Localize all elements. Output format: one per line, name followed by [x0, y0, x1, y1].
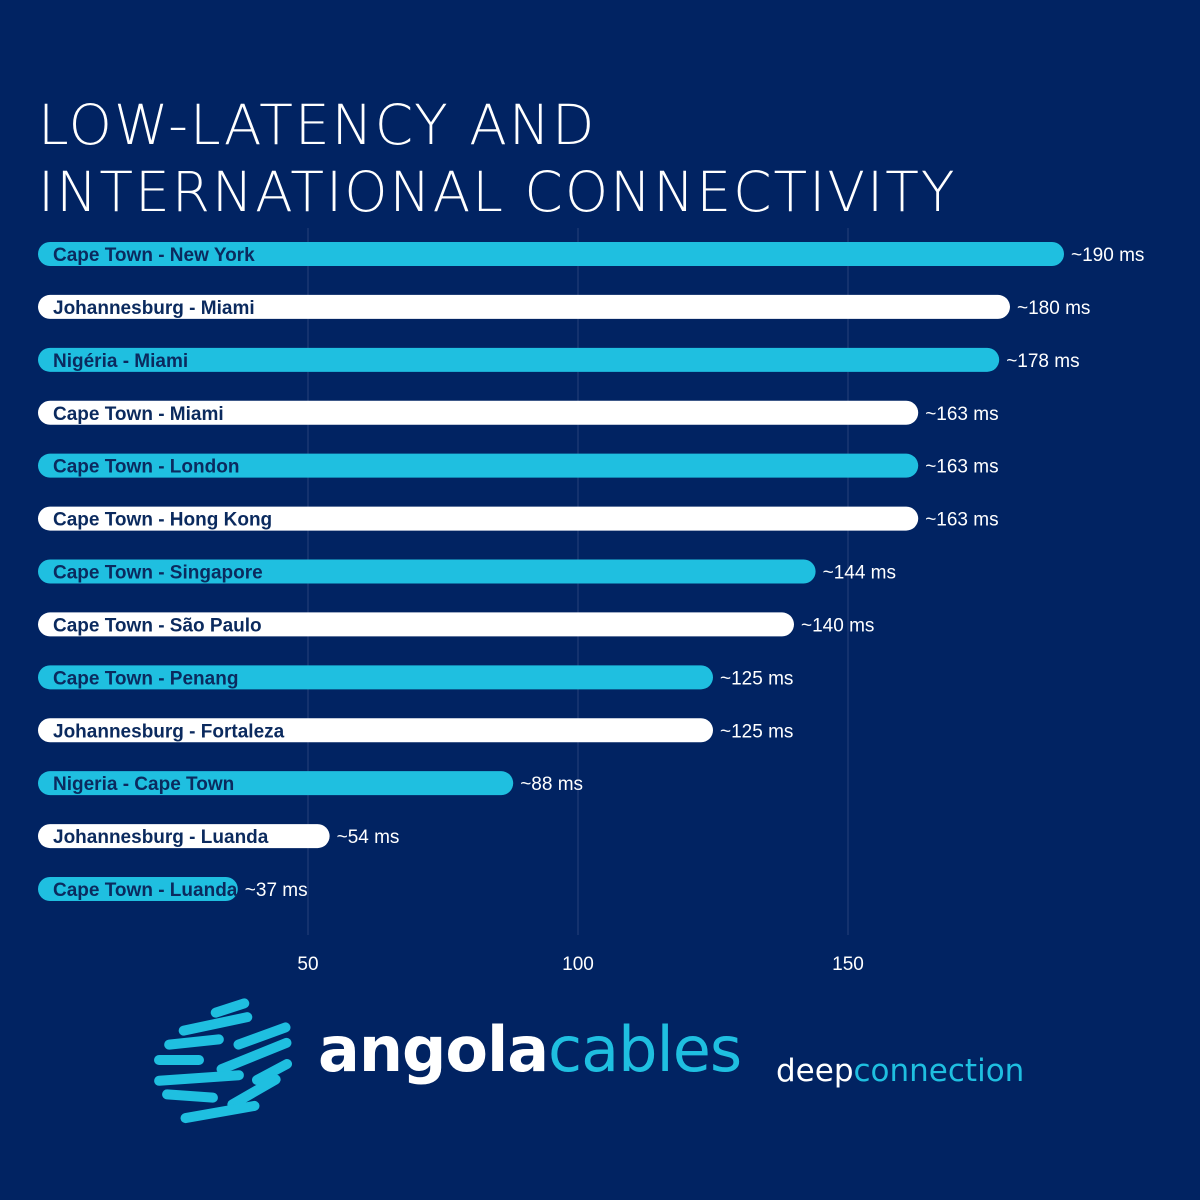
bar-9 [38, 718, 713, 743]
bar-category-label-3: Cape Town - Miami [53, 404, 224, 425]
x-tick-label-100: 100 [562, 954, 594, 975]
brand-word-angola: angola [318, 1013, 549, 1086]
bar-10 [38, 771, 514, 796]
bar-7 [38, 612, 794, 637]
brand-word-cables: cables [548, 1013, 742, 1086]
bar-value-label-4: ~163 ms [925, 457, 998, 478]
x-tick-label-50: 50 [297, 954, 318, 975]
tagline: deepconnection [776, 1053, 1024, 1089]
chart-title-line-2: INTERNATIONAL CONNECTIVITY [38, 160, 957, 224]
bar-11 [38, 824, 330, 849]
bar-category-label-4: Cape Town - London [53, 457, 239, 478]
chart-x-ticks: 50 100 150 [297, 954, 863, 975]
latency-bar-chart: Cape Town - New York ~190 ms Johannesburg … [38, 228, 1144, 975]
x-tick-label-150: 150 [832, 954, 864, 975]
bar-value-label-9: ~125 ms [720, 721, 793, 742]
bar-6 [38, 559, 816, 584]
bar-value-label-2: ~178 ms [1006, 351, 1079, 372]
tagline-deep: deep [776, 1053, 854, 1089]
bar-12 [38, 877, 238, 901]
bar-value-label-8: ~125 ms [720, 668, 793, 689]
bar-value-label-10: ~88 ms [520, 774, 583, 795]
bar-category-label-2: Nigéria - Miami [53, 351, 188, 372]
bar-value-label-11: ~54 ms [337, 827, 400, 848]
bar-category-label-8: Cape Town - Penang [53, 668, 238, 689]
angola-cables-logo: angolacables [150, 995, 742, 1130]
bar-value-label-6: ~144 ms [823, 563, 896, 584]
bar-category-label-9: Johannesburg - Fortaleza [53, 721, 285, 742]
bar-value-label-7: ~140 ms [801, 615, 874, 636]
bar-category-label-5: Cape Town - Hong Kong [53, 510, 272, 531]
bar-value-label-5: ~163 ms [925, 510, 998, 531]
chart-bars: Cape Town - New York ~190 ms Johannesburg … [38, 242, 1144, 901]
brand-wordmark: angolacables [318, 1013, 742, 1086]
bar-5 [38, 506, 919, 531]
bar-category-label-11: Johannesburg - Luanda [53, 827, 269, 848]
bar-category-label-0: Cape Town - New York [53, 245, 255, 266]
bar-value-label-0: ~190 ms [1071, 245, 1144, 266]
tagline-connection: connection [853, 1053, 1025, 1089]
bar-category-label-7: Cape Town - São Paulo [53, 615, 262, 636]
bar-category-label-12: Cape Town - Luanda [53, 880, 238, 901]
bar-8 [38, 665, 713, 690]
bar-0 [38, 242, 1064, 266]
bar-3 [38, 400, 919, 425]
globe-icon [154, 998, 293, 1124]
bar-1 [38, 294, 1010, 319]
bar-category-label-10: Nigeria - Cape Town [53, 774, 234, 795]
bar-value-label-3: ~163 ms [925, 404, 998, 425]
bar-category-label-1: Johannesburg - Miami [53, 298, 255, 319]
bar-value-label-1: ~180 ms [1017, 298, 1090, 319]
bar-category-label-6: Cape Town - Singapore [53, 563, 263, 584]
chart-title: LOW-LATENCY AND INTERNATIONAL CONNECTIVI… [38, 92, 956, 226]
chart-title-line-1: LOW-LATENCY AND [38, 93, 597, 157]
bar-4 [38, 453, 919, 478]
bar-2 [38, 347, 1000, 372]
bar-value-label-12: ~37 ms [245, 880, 308, 901]
